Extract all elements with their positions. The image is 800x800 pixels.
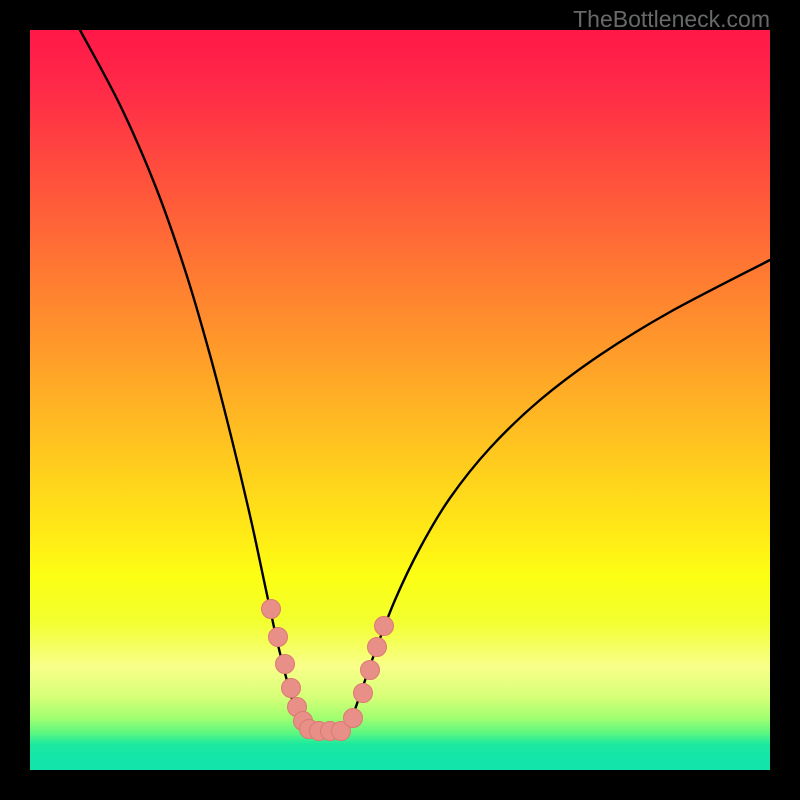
- chart-container: TheBottleneck.com: [0, 0, 800, 800]
- marker-dot: [368, 638, 387, 657]
- frame-border: [770, 0, 800, 800]
- plot-background: [30, 30, 770, 770]
- marker-dot: [344, 709, 363, 728]
- bottleneck-chart: [0, 0, 800, 800]
- frame-border: [0, 0, 30, 800]
- watermark-text: TheBottleneck.com: [573, 6, 770, 33]
- marker-dot: [269, 628, 288, 647]
- marker-dot: [282, 679, 301, 698]
- frame-border: [0, 770, 800, 800]
- marker-dot: [361, 661, 380, 680]
- marker-dot: [262, 600, 281, 619]
- marker-dot: [375, 617, 394, 636]
- marker-dot: [276, 655, 295, 674]
- marker-dot: [354, 684, 373, 703]
